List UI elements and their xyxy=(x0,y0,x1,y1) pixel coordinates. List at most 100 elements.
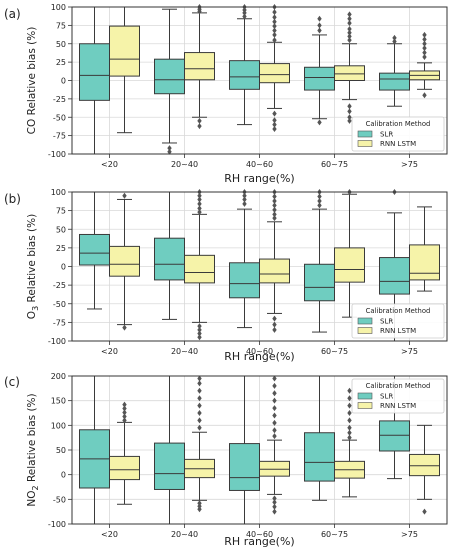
box-iqr xyxy=(109,25,140,77)
outlier-point xyxy=(392,34,397,41)
outlier-point xyxy=(197,334,202,341)
outlier-point xyxy=(422,92,427,99)
legend-label: RNN LSTM xyxy=(380,140,416,148)
outlier-point xyxy=(197,323,202,330)
y-tick-label: 50 xyxy=(56,446,66,455)
outlier-point xyxy=(317,27,322,34)
y-tick-label: 100 xyxy=(51,421,66,430)
box-iqr xyxy=(109,455,140,481)
box-iqr xyxy=(259,258,290,284)
outlier-point xyxy=(197,117,202,124)
outlier-point xyxy=(242,196,247,203)
box-slr xyxy=(79,191,110,310)
outlier-point xyxy=(197,417,202,424)
x-tick-label: >75 xyxy=(401,530,418,539)
legend-title: Calibration Method xyxy=(366,382,431,390)
outlier-point xyxy=(272,495,277,502)
box-iqr xyxy=(334,65,365,82)
outlier-point xyxy=(272,215,277,222)
box-iqr xyxy=(304,263,335,302)
legend-box xyxy=(351,378,445,414)
box-slr xyxy=(154,375,185,525)
legend-label: RNN LSTM xyxy=(380,402,416,410)
outlier-point xyxy=(272,202,277,209)
outlier-point xyxy=(422,36,427,43)
box-slr xyxy=(304,189,335,333)
y-tick-label: 0 xyxy=(61,263,66,272)
box-slr xyxy=(379,189,410,342)
box-iqr xyxy=(409,244,440,281)
outlier-point xyxy=(422,53,427,60)
box-iqr xyxy=(184,254,215,284)
y-tick-label: -100 xyxy=(48,520,66,529)
outlier-point xyxy=(272,126,277,133)
box-slr xyxy=(379,375,410,480)
outlier-point xyxy=(347,417,352,424)
outlier-point xyxy=(347,15,352,22)
outlier-point xyxy=(422,40,427,47)
box-rnn-lstm xyxy=(334,11,365,124)
outlier-point xyxy=(272,326,277,333)
outlier-point xyxy=(347,429,352,436)
legend-label: RNN LSTM xyxy=(380,327,416,335)
outlier-point xyxy=(317,15,322,22)
outlier-point xyxy=(122,413,127,420)
outlier-point xyxy=(272,508,277,515)
outlier-point xyxy=(347,410,352,416)
outlier-point xyxy=(272,503,277,510)
outlier-point xyxy=(272,27,277,34)
outlier-point xyxy=(272,37,277,44)
box-iqr xyxy=(229,60,260,90)
box-rnn-lstm xyxy=(409,424,440,515)
outlier-point xyxy=(272,419,277,426)
outlier-point xyxy=(272,427,277,434)
outlier-point xyxy=(317,119,322,126)
outlier-point xyxy=(197,205,202,212)
outlier-point xyxy=(272,31,277,38)
box-iqr xyxy=(379,72,410,91)
legend-label: SLR xyxy=(380,131,393,139)
box-slr xyxy=(304,375,335,501)
outlier-point xyxy=(347,395,352,402)
box-iqr xyxy=(184,52,215,81)
outlier-point xyxy=(197,424,202,431)
y-tick-label: 100 xyxy=(51,188,66,197)
panel-label: (b) xyxy=(4,192,21,206)
box-rnn-lstm xyxy=(184,189,215,341)
y-tick-label: 50 xyxy=(56,225,66,234)
box-slr xyxy=(79,375,110,525)
outlier-point xyxy=(272,390,277,397)
outlier-point xyxy=(272,211,277,218)
y-tick-label: 25 xyxy=(56,58,66,67)
x-tick-label: 40~60 xyxy=(246,347,273,356)
legend-label: SLR xyxy=(380,393,393,401)
y-tick-label: -25 xyxy=(53,95,66,104)
legend-swatch xyxy=(357,402,373,409)
outlier-point xyxy=(272,110,277,117)
outlier-point xyxy=(122,192,127,199)
box-slr xyxy=(79,6,110,155)
outlier-point xyxy=(197,380,202,387)
outlier-point xyxy=(272,412,277,419)
y-tick-label: 25 xyxy=(56,244,66,253)
outlier-point xyxy=(422,49,427,56)
box-rnn-lstm xyxy=(109,192,140,331)
box-slr xyxy=(229,189,260,329)
y-tick-label: -100 xyxy=(48,337,66,346)
box-iqr xyxy=(334,247,365,283)
y-tick-label: -50 xyxy=(53,495,66,504)
outlier-point xyxy=(197,326,202,333)
outlier-point xyxy=(122,324,127,331)
x-tick-label: >75 xyxy=(401,160,418,169)
outlier-point xyxy=(272,193,277,200)
box-iqr xyxy=(79,43,110,101)
outlier-point xyxy=(272,405,277,412)
outlier-point xyxy=(272,14,277,21)
box-rnn-lstm xyxy=(184,375,215,513)
outlier-point xyxy=(272,315,277,322)
y-axis-label: NO2 Relative bias (%) xyxy=(26,393,40,506)
y-tick-label: -25 xyxy=(53,281,66,290)
outlier-point xyxy=(197,506,202,513)
outlier-point xyxy=(197,387,202,394)
